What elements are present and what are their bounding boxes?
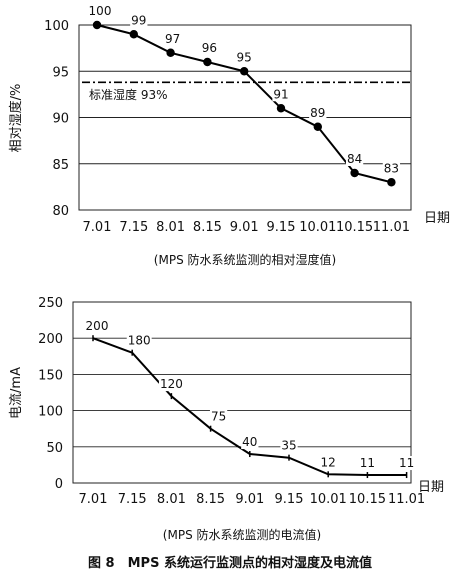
humidity-x-ticks: 7.01 7.15 8.01 8.15 9.01 9.15 10.01 10.15 11.01 <box>83 220 410 235</box>
humidity-data-label-bg <box>382 161 401 176</box>
figure-caption: 图 8 MPS 系统运行监测点的相对湿度及电流值 <box>88 555 372 571</box>
current-x-tick-label: 11.01 <box>388 492 425 507</box>
humidity-x-tick-label: 11.01 <box>373 220 410 235</box>
humidity-data-label: 83 <box>384 161 399 175</box>
current-points <box>92 335 408 479</box>
current-y-tick-label: 150 <box>38 368 63 383</box>
current-x-axis-label: 日期 <box>418 480 444 495</box>
humidity-point <box>313 122 322 131</box>
humidity-y-tick-label: 95 <box>52 65 69 80</box>
current-data-label-bg <box>319 455 337 470</box>
humidity-point <box>276 104 286 113</box>
current-y-tick-label: 0 <box>55 477 63 492</box>
current-data-label-bg <box>397 456 416 471</box>
humidity-y-ticks: 80 85 90 95 100 <box>44 19 69 219</box>
current-data-label: 11 <box>360 456 375 470</box>
humidity-data-label-bg <box>200 41 219 55</box>
current-caption: (MPS 防水系统监测的电流值) <box>163 527 321 542</box>
current-x-tick-label: 9.01 <box>235 492 264 507</box>
humidity-caption: (MPS 防水系统监测的相对湿度值) <box>154 252 336 267</box>
humidity-chart: 标准湿度 93% 80 85 90 95 100 7.01 7.15 8.01 8.15 9.0… <box>8 4 450 267</box>
current-data-label: 11 <box>399 456 414 470</box>
current-y-tick-label: 200 <box>38 332 63 347</box>
current-x-tick-label: 9.15 <box>275 492 304 507</box>
humidity-x-tick-label: 10.15 <box>336 220 373 235</box>
humidity-x-tick-label: 9.01 <box>230 220 259 235</box>
current-data-labels: 200 180 120 75 40 35 12 11 11 <box>84 319 416 471</box>
current-x-tick-label: 8.15 <box>196 492 225 507</box>
current-data-label: 35 <box>281 439 296 453</box>
humidity-data-labels: 100 99 97 96 95 91 89 84 83 <box>87 4 401 176</box>
humidity-standard-label: 标准湿度 93% <box>89 87 168 102</box>
current-gridlines <box>73 337 411 448</box>
current-data-label-bg <box>241 435 259 450</box>
humidity-point <box>240 67 249 76</box>
humidity-points <box>92 20 396 187</box>
current-x-tick-label: 7.15 <box>118 492 147 507</box>
current-data-label-bg <box>126 333 152 348</box>
current-data-label: 75 <box>211 410 226 424</box>
humidity-x-tick-label: 8.01 <box>156 220 185 235</box>
humidity-data-label: 91 <box>273 87 288 101</box>
current-data-label: 180 <box>128 334 151 348</box>
humidity-y-tick-label: 100 <box>44 19 69 34</box>
humidity-x-tick-label: 10.01 <box>299 220 336 235</box>
humidity-point <box>350 168 359 178</box>
humidity-y-axis-label: 相对湿度/% <box>8 84 24 153</box>
current-y-ticks: 0 50 100 150 200 250 <box>38 296 63 492</box>
humidity-data-label: 100 <box>89 4 112 18</box>
current-y-tick-label: 50 <box>46 441 63 456</box>
humidity-x-tick-label: 8.15 <box>193 220 222 235</box>
current-data-label-bg <box>358 456 377 471</box>
humidity-data-label-bg <box>272 87 290 102</box>
current-x-ticks: 7.01 7.15 8.01 8.15 9.01 9.15 10.01 10.15 11.01 <box>79 492 426 507</box>
current-data-label: 12 <box>321 455 336 469</box>
current-data-label: 40 <box>242 435 257 449</box>
humidity-point <box>129 30 138 39</box>
current-x-tick-label: 10.15 <box>349 492 386 507</box>
humidity-gridlines <box>79 70 411 165</box>
humidity-y-tick-label: 90 <box>52 112 69 127</box>
current-data-label-bg <box>280 438 298 453</box>
humidity-y-tick-label: 85 <box>52 158 69 173</box>
current-data-label: 120 <box>160 377 183 391</box>
humidity-data-label: 96 <box>202 41 217 55</box>
current-data-label: 200 <box>86 319 109 333</box>
humidity-point <box>387 178 396 187</box>
humidity-data-label: 97 <box>165 32 180 46</box>
humidity-data-label-bg <box>87 4 113 18</box>
current-data-label-bg <box>209 409 228 424</box>
humidity-x-tick-label: 7.15 <box>119 220 148 235</box>
humidity-data-label-bg <box>309 105 327 120</box>
humidity-point <box>203 57 212 67</box>
current-x-tick-label: 10.01 <box>310 492 347 507</box>
current-y-tick-label: 100 <box>38 405 63 420</box>
current-y-tick-label: 250 <box>38 296 63 311</box>
humidity-y-tick-label: 80 <box>52 204 69 219</box>
current-x-tick-label: 7.01 <box>79 492 108 507</box>
humidity-data-label-bg <box>235 50 253 65</box>
humidity-x-axis-label: 日期 <box>424 211 450 226</box>
current-data-label-bg <box>158 377 184 392</box>
humidity-data-label-bg <box>130 13 148 28</box>
humidity-data-label: 99 <box>131 13 146 27</box>
humidity-x-tick-label: 7.01 <box>83 220 112 235</box>
humidity-data-label: 89 <box>310 106 325 120</box>
humidity-data-label: 84 <box>347 152 362 166</box>
humidity-point <box>166 48 175 57</box>
current-data-label-bg <box>84 319 110 334</box>
current-x-tick-label: 8.01 <box>157 492 186 507</box>
current-y-axis-label: 电流/mA <box>9 367 24 419</box>
humidity-x-tick-label: 9.15 <box>267 220 296 235</box>
current-chart: 0 50 100 150 200 250 7.01 7.15 8.01 8.15 9.01 9.15… <box>9 296 444 542</box>
humidity-data-label: 95 <box>237 50 252 64</box>
humidity-data-label-bg <box>345 152 364 166</box>
current-plot-frame <box>72 301 412 484</box>
humidity-point <box>92 20 102 30</box>
humidity-data-label-bg <box>163 31 182 46</box>
